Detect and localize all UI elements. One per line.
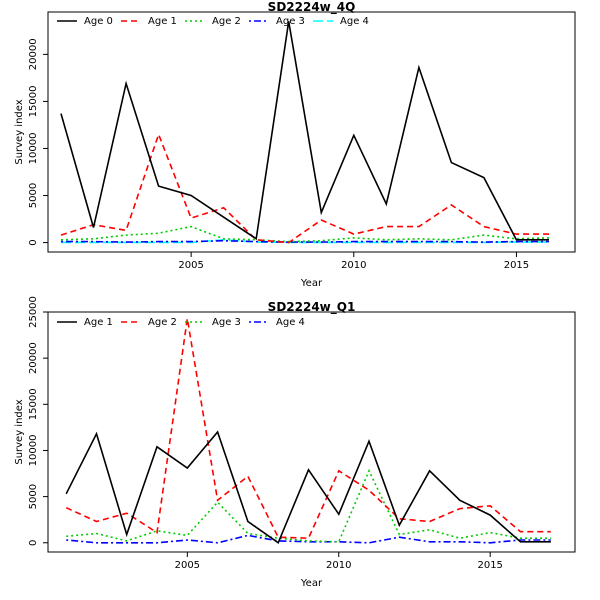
legend-label: Age 0 bbox=[84, 16, 113, 27]
legend-label: Age 2 bbox=[148, 317, 177, 328]
series-line-age-0 bbox=[60, 21, 549, 241]
series-line-age-1 bbox=[65, 430, 551, 545]
chart-title: SD2224w_Q1 bbox=[268, 300, 356, 315]
legend-label: Age 4 bbox=[276, 317, 305, 328]
plot-frame bbox=[47, 311, 576, 553]
x-tick-label: 2005 bbox=[175, 560, 200, 571]
y-tick-label: 15000 bbox=[28, 86, 39, 118]
y-tick-label: 15000 bbox=[28, 388, 39, 420]
y-tick-label: 0 bbox=[28, 540, 39, 546]
y-tick-label: 20000 bbox=[28, 38, 39, 70]
series-line-age-2 bbox=[65, 318, 551, 540]
plot-frame bbox=[47, 11, 576, 253]
y-tick-label: 5000 bbox=[28, 484, 39, 509]
series-group bbox=[60, 21, 550, 244]
legend-label: Age 2 bbox=[212, 16, 241, 27]
y-tick-label: 10000 bbox=[28, 133, 39, 165]
x-axis-label: Year bbox=[300, 578, 323, 589]
series-line-age-3 bbox=[61, 239, 549, 243]
series-line-age-1 bbox=[60, 132, 549, 244]
y-tick-label: 20000 bbox=[28, 342, 39, 374]
x-tick-label: 2005 bbox=[178, 260, 203, 271]
chart-panel-1: SD2224w_4Q 2005 2010 2015 0 5000 10000 15000 200… bbox=[14, 0, 576, 289]
legend-label: Age 3 bbox=[276, 16, 305, 27]
legend-label: Age 4 bbox=[340, 16, 369, 27]
series-group bbox=[65, 318, 551, 545]
x-tick-label: 2010 bbox=[326, 560, 351, 571]
y-axis-label: Survey index bbox=[14, 399, 25, 464]
x-axis-label: Year bbox=[300, 278, 323, 289]
x-tick-label: 2010 bbox=[341, 260, 366, 271]
legend-label: Age 1 bbox=[84, 317, 113, 328]
chart-panel-2: SD2224w_Q1 2005 2010 2015 0 5000 10000 15000 200… bbox=[14, 296, 576, 589]
y-tick-label: 5000 bbox=[28, 183, 39, 208]
chart-title: SD2224w_4Q bbox=[268, 0, 356, 15]
x-tick-label: 2015 bbox=[504, 260, 529, 271]
y-tick-label: 25000 bbox=[28, 296, 39, 328]
x-tick-label: 2015 bbox=[477, 560, 502, 571]
legend-label: Age 1 bbox=[148, 16, 177, 27]
series-line-age-4 bbox=[66, 534, 551, 544]
y-tick-label: 10000 bbox=[28, 435, 39, 467]
y-axis-label: Survey index bbox=[14, 99, 25, 164]
legend-label: Age 3 bbox=[212, 317, 241, 328]
y-tick-label: 0 bbox=[28, 239, 39, 245]
series-line-age-2 bbox=[60, 225, 550, 243]
